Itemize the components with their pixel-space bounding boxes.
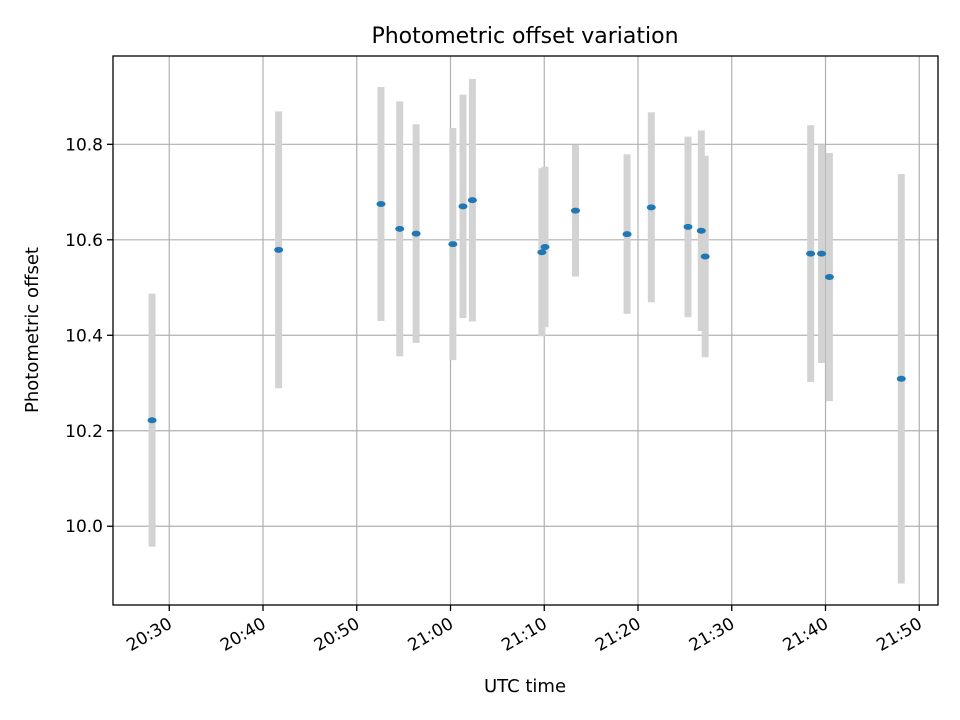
x-tick-label: 21:40 <box>780 614 832 656</box>
data-point <box>896 375 906 382</box>
data-point <box>696 227 706 234</box>
y-tick-label: 10.8 <box>65 135 103 155</box>
data-point <box>824 274 834 281</box>
tick-layer: 20:30 20:40 20:50 21:00 21:10 21:20 21:30 21:40… <box>65 135 926 656</box>
marker-layer <box>147 197 906 424</box>
data-point <box>817 250 827 257</box>
x-axis-label: UTC time <box>484 676 566 697</box>
x-tick-label: 21:50 <box>873 614 925 656</box>
data-point <box>537 249 547 256</box>
x-tick-label: 20:40 <box>217 614 269 656</box>
chart-title: Photometric offset variation <box>371 24 678 49</box>
data-point <box>448 241 458 248</box>
data-point <box>147 417 157 424</box>
x-tick-label: 21:20 <box>592 614 644 656</box>
data-point <box>540 243 550 250</box>
y-axis-label: Photometric offset <box>22 247 43 413</box>
x-tick-label: 21:30 <box>686 614 738 656</box>
data-point <box>806 250 816 257</box>
data-point <box>571 207 580 214</box>
y-tick-label: 10.6 <box>65 231 103 251</box>
plot-frame <box>112 55 939 606</box>
x-tick-label: 20:30 <box>123 614 175 656</box>
data-point <box>622 231 632 238</box>
x-tick-label: 20:50 <box>311 614 363 656</box>
data-point <box>411 230 421 237</box>
y-tick-label: 10.4 <box>65 326 103 346</box>
grid-layer <box>113 56 938 605</box>
data-point <box>683 223 693 230</box>
y-tick-label: 10.2 <box>65 422 103 442</box>
y-tick-label: 10.0 <box>65 517 103 537</box>
data-point <box>274 246 284 253</box>
data-point <box>458 203 468 210</box>
data-point <box>395 225 405 232</box>
x-tick-label: 21:10 <box>498 614 550 656</box>
data-point <box>467 197 477 204</box>
x-tick-label: 21:00 <box>405 614 457 656</box>
data-point <box>700 253 710 260</box>
errorbar-layer <box>148 78 905 584</box>
data-point <box>376 200 386 207</box>
data-point <box>646 204 656 211</box>
